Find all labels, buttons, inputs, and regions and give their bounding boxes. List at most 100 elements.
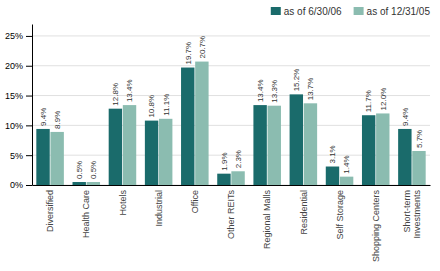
y-tick-label: 25%	[5, 31, 23, 41]
bar	[376, 113, 389, 185]
bar-series	[50, 62, 425, 185]
y-tick-label: 5%	[10, 151, 23, 161]
data-label: 13.4%	[256, 79, 265, 102]
legend-label: as of 6/30/06	[284, 6, 342, 17]
data-label: 12.0%	[379, 88, 388, 111]
x-tick-label: Industrial	[154, 190, 164, 227]
y-tick-label: 10%	[5, 121, 23, 131]
x-tick-label: Regional Malls	[262, 190, 272, 250]
x-axis: Diversified Health Care Hotels Industrial Of…	[33, 186, 431, 263]
x-tick-label-line: Residential	[299, 190, 309, 235]
x-tick-label-line: Industrial	[154, 190, 164, 227]
data-label: 9.4%	[39, 108, 48, 126]
x-tick-label-line: Health Care	[81, 190, 91, 238]
x-axis-line	[33, 185, 431, 186]
y-tick: 15%	[5, 91, 32, 101]
legend-swatch	[354, 7, 364, 15]
x-tick: Regional Malls	[262, 190, 272, 250]
y-tick: 0%	[10, 180, 32, 190]
x-tick: Other REITs	[226, 190, 236, 240]
plot: 9.4%0.5%12.8%10.8%19.7%1.9%13.4%15.2%3.1…	[5, 25, 431, 263]
bar	[109, 109, 122, 185]
y-tick-label: 0%	[10, 180, 23, 190]
y-tick-mark	[26, 96, 32, 97]
data-label: 11.7%	[364, 90, 373, 112]
bar	[362, 115, 375, 185]
bars	[36, 62, 425, 185]
bar	[159, 119, 172, 185]
y-tick-mark	[26, 125, 32, 126]
grid-line	[32, 65, 430, 66]
x-tick-label: Diversified	[45, 190, 55, 232]
data-label: 11.1%	[161, 94, 170, 116]
data-label: 13.4%	[125, 79, 134, 102]
bar	[217, 174, 230, 185]
x-tick-label-line: Office	[190, 190, 200, 213]
x-tick-label: Hotels	[118, 190, 128, 216]
data-label: 1.9%	[220, 152, 229, 170]
x-tick-label-line: Short-term	[402, 190, 412, 233]
data-label: 12.8%	[111, 83, 120, 106]
data-label: 8.9%	[53, 111, 62, 129]
bar-series	[36, 68, 411, 185]
y-axis: 0% 5% 10% 15% 20% 25%	[5, 25, 33, 191]
x-tick-label: Self Storage	[335, 190, 345, 240]
bar	[268, 106, 281, 185]
bar	[145, 121, 158, 185]
data-label: 0.5%	[89, 161, 98, 179]
bar	[123, 105, 136, 185]
bar	[326, 167, 339, 185]
data-label: 9.4%	[401, 108, 410, 126]
data-labels: 9.4%0.5%12.8%10.8%19.7%1.9%13.4%15.2%3.1…	[39, 36, 424, 179]
y-tick: 5%	[10, 151, 32, 161]
bar	[253, 105, 266, 185]
x-tick-label: Residential	[299, 190, 309, 235]
legend-item: as of 12/31/05	[354, 6, 431, 17]
x-tick-label: Health Care	[81, 190, 91, 238]
x-tick-label: Shopping Centers	[371, 190, 381, 263]
bar	[181, 68, 194, 185]
data-label: 20.7%	[198, 36, 207, 59]
bar	[195, 62, 208, 185]
data-label: 5.7%	[415, 130, 424, 148]
legend-swatch	[271, 7, 281, 15]
data-label: 1.4%	[342, 155, 351, 173]
x-tick-label-line: Diversified	[45, 190, 55, 232]
x-tick-label-line: Self Storage	[335, 190, 345, 240]
x-tick: Hotels	[118, 190, 128, 216]
y-tick-mark	[26, 155, 32, 156]
y-tick-label: 20%	[5, 61, 23, 71]
data-label: 15.2%	[292, 69, 301, 92]
x-tick: Shopping Centers	[371, 190, 381, 263]
x-tick: Office	[190, 190, 200, 213]
data-label: 10.8%	[147, 95, 156, 118]
grid	[32, 36, 430, 185]
x-tick: Short-termInvestments	[402, 190, 422, 239]
x-tick: Residential	[299, 190, 309, 235]
grid-line	[32, 35, 430, 36]
x-tick-label-line: Hotels	[118, 190, 128, 216]
x-tick-label: Other REITs	[226, 190, 236, 240]
bar	[412, 151, 425, 185]
y-tick-label: 15%	[5, 91, 23, 101]
x-tick: Health Care	[81, 190, 91, 238]
legend-label: as of 12/31/05	[367, 6, 431, 17]
bar	[231, 171, 244, 185]
bar	[290, 94, 303, 185]
chart: 9.4%0.5%12.8%10.8%19.7%1.9%13.4%15.2%3.1…	[0, 0, 440, 271]
data-label: 3.1%	[328, 145, 337, 163]
y-tick: 25%	[5, 31, 32, 41]
legend: as of 6/30/06 as of 12/31/05	[271, 6, 431, 17]
y-tick-mark	[26, 185, 32, 186]
legend-item: as of 6/30/06	[271, 6, 342, 17]
x-tick: Self Storage	[335, 190, 345, 240]
bar	[398, 129, 411, 185]
x-tick-label-line: Other REITs	[226, 190, 236, 240]
x-tick: Diversified	[45, 190, 55, 232]
data-label: 13.3%	[270, 80, 279, 103]
bar	[50, 132, 63, 185]
chart-container: 9.4%0.5%12.8%10.8%19.7%1.9%13.4%15.2%3.1…	[0, 0, 440, 271]
x-tick-label: Short-termInvestments	[402, 190, 422, 239]
bar	[36, 129, 49, 185]
y-axis-line	[32, 25, 33, 186]
